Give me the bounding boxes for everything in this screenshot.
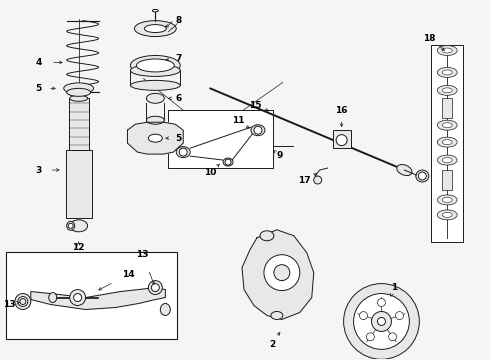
Ellipse shape (437, 155, 457, 165)
Ellipse shape (49, 293, 57, 302)
Ellipse shape (223, 158, 233, 166)
Circle shape (20, 298, 26, 305)
Circle shape (377, 318, 386, 325)
Ellipse shape (160, 303, 171, 315)
Ellipse shape (136, 59, 174, 72)
Ellipse shape (74, 293, 82, 302)
Ellipse shape (147, 93, 164, 103)
Text: 14: 14 (122, 270, 135, 279)
Text: 5: 5 (36, 84, 42, 93)
Circle shape (367, 333, 374, 341)
Ellipse shape (251, 125, 265, 136)
Ellipse shape (442, 158, 452, 163)
Ellipse shape (442, 123, 452, 128)
Ellipse shape (397, 165, 412, 176)
Ellipse shape (176, 147, 190, 158)
Polygon shape (127, 122, 183, 154)
Ellipse shape (151, 284, 159, 292)
Bar (6, 252, 177, 339)
Ellipse shape (130, 64, 180, 76)
Text: 12: 12 (73, 243, 85, 252)
Text: 7: 7 (175, 54, 181, 63)
Text: 5: 5 (175, 134, 181, 143)
Text: 16: 16 (335, 106, 348, 115)
Circle shape (360, 312, 368, 320)
Circle shape (179, 148, 187, 156)
Text: 10: 10 (204, 167, 216, 176)
Text: 4: 4 (36, 58, 42, 67)
Ellipse shape (134, 21, 176, 37)
Circle shape (354, 293, 409, 349)
Ellipse shape (147, 116, 164, 124)
Ellipse shape (416, 170, 429, 182)
Circle shape (225, 159, 231, 165)
Circle shape (336, 135, 347, 146)
Ellipse shape (271, 311, 283, 319)
Ellipse shape (437, 85, 457, 95)
Ellipse shape (442, 212, 452, 217)
Text: 9: 9 (277, 150, 283, 159)
Ellipse shape (130, 80, 180, 90)
Circle shape (389, 333, 396, 341)
Ellipse shape (442, 140, 452, 145)
Ellipse shape (442, 88, 452, 93)
Bar (442, 170, 452, 190)
Ellipse shape (437, 210, 457, 220)
Ellipse shape (148, 134, 162, 142)
Ellipse shape (130, 55, 180, 75)
Ellipse shape (437, 120, 457, 130)
Ellipse shape (70, 95, 88, 101)
Polygon shape (31, 288, 165, 310)
Circle shape (264, 255, 300, 291)
FancyBboxPatch shape (333, 130, 350, 148)
Text: 11: 11 (232, 116, 245, 125)
Text: 2: 2 (269, 340, 275, 349)
Circle shape (274, 265, 290, 280)
Ellipse shape (145, 24, 166, 32)
Ellipse shape (437, 137, 457, 147)
Ellipse shape (67, 221, 74, 230)
Bar (168, 110, 273, 168)
Text: 1: 1 (392, 283, 397, 292)
Text: 18: 18 (423, 34, 436, 43)
Ellipse shape (260, 231, 274, 241)
Ellipse shape (148, 280, 162, 294)
Bar (431, 45, 463, 242)
Ellipse shape (67, 88, 91, 96)
Circle shape (395, 312, 403, 320)
Circle shape (254, 126, 262, 134)
Text: 13: 13 (2, 300, 15, 309)
Bar (442, 98, 452, 118)
Bar (69, 98, 89, 150)
Ellipse shape (437, 67, 457, 77)
Ellipse shape (442, 48, 452, 53)
Bar (66, 150, 92, 218)
Circle shape (418, 172, 426, 180)
Circle shape (377, 298, 386, 306)
Circle shape (68, 223, 73, 228)
Ellipse shape (18, 297, 28, 306)
Polygon shape (242, 230, 314, 319)
Ellipse shape (64, 83, 94, 94)
Ellipse shape (442, 197, 452, 202)
Ellipse shape (437, 195, 457, 205)
Circle shape (314, 176, 322, 184)
Ellipse shape (15, 293, 31, 310)
Text: 15: 15 (249, 101, 261, 110)
Circle shape (343, 284, 419, 359)
Text: 13: 13 (136, 250, 148, 259)
Text: 17: 17 (298, 176, 311, 185)
Ellipse shape (152, 9, 158, 12)
Text: 8: 8 (175, 16, 181, 25)
Ellipse shape (437, 45, 457, 55)
Ellipse shape (68, 89, 90, 96)
Ellipse shape (442, 70, 452, 75)
Text: 6: 6 (175, 94, 181, 103)
Text: 3: 3 (36, 166, 42, 175)
Ellipse shape (70, 220, 88, 232)
Circle shape (371, 311, 392, 332)
Ellipse shape (70, 289, 86, 306)
